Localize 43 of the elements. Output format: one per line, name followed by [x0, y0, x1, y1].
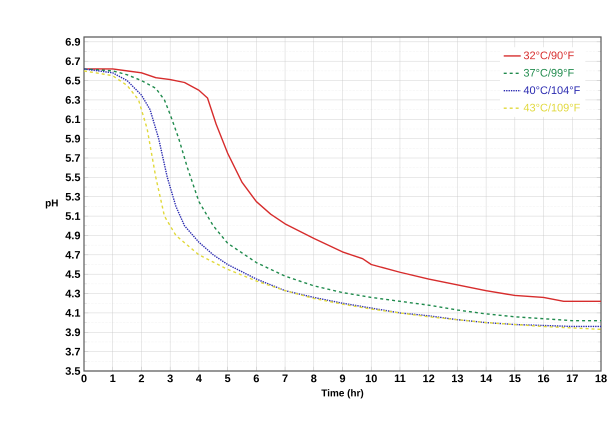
y-tick-label: 4.1 — [65, 309, 80, 317]
y-tick-label: 5.7 — [66, 154, 80, 162]
x-tick-label: 15 — [509, 374, 521, 382]
y-tick-label: 3.5 — [65, 367, 80, 375]
x-tick-label: 1 — [110, 374, 116, 382]
y-tick-label: 3.7 — [65, 348, 80, 356]
y-tick-label: 6.1 — [66, 115, 80, 124]
y-tick-label: 5.1 — [66, 212, 80, 220]
y-tick-label: 5.9 — [66, 134, 80, 143]
x-axis-title: Time (hr) — [321, 389, 364, 398]
y-tick-label: 4.3 — [65, 290, 80, 298]
x-tick-label: 6 — [254, 374, 259, 382]
x-tick-label: 9 — [340, 374, 346, 382]
x-tick-label: 17 — [566, 374, 578, 382]
x-tick-label: 10 — [366, 374, 377, 382]
y-tick-label: 6.5 — [66, 76, 80, 84]
x-tick-label: 11 — [394, 374, 406, 382]
x-tick-label: 3 — [167, 374, 173, 382]
legend-label: 37°C/99°F — [524, 68, 574, 77]
x-tick-label: 5 — [224, 374, 230, 382]
y-tick-label: 4.9 — [65, 232, 80, 240]
legend-label: 32°C/90°F — [524, 51, 574, 60]
x-tick-label: 12 — [423, 374, 434, 382]
y-tick-label: 5.5 — [66, 174, 80, 182]
y-tick-label: 4.5 — [65, 270, 80, 278]
x-tick-label: 13 — [452, 374, 464, 382]
y-tick-label: 4.7 — [65, 251, 80, 259]
x-tick-label: 16 — [538, 374, 550, 382]
legend-label: 40°C/104°F — [524, 86, 580, 94]
legend-label: 43°C/109°F — [524, 103, 580, 112]
x-tick-label: 0 — [81, 374, 87, 382]
y-tick-label: 5.3 — [66, 192, 80, 201]
x-tick-label: 14 — [480, 374, 492, 382]
x-tick-label: 2 — [138, 374, 144, 382]
y-axis-title: pH — [46, 200, 58, 208]
y-tick-label: 3.9 — [65, 328, 80, 336]
x-tick-label: 4 — [196, 374, 202, 382]
y-tick-label: 6.9 — [66, 38, 80, 46]
x-tick-label: 18 — [596, 374, 607, 382]
x-tick-label: 7 — [282, 374, 288, 382]
y-tick-label: 6.7 — [66, 57, 80, 66]
x-tick-label: 8 — [311, 374, 316, 382]
y-tick-label: 6.3 — [66, 96, 80, 104]
